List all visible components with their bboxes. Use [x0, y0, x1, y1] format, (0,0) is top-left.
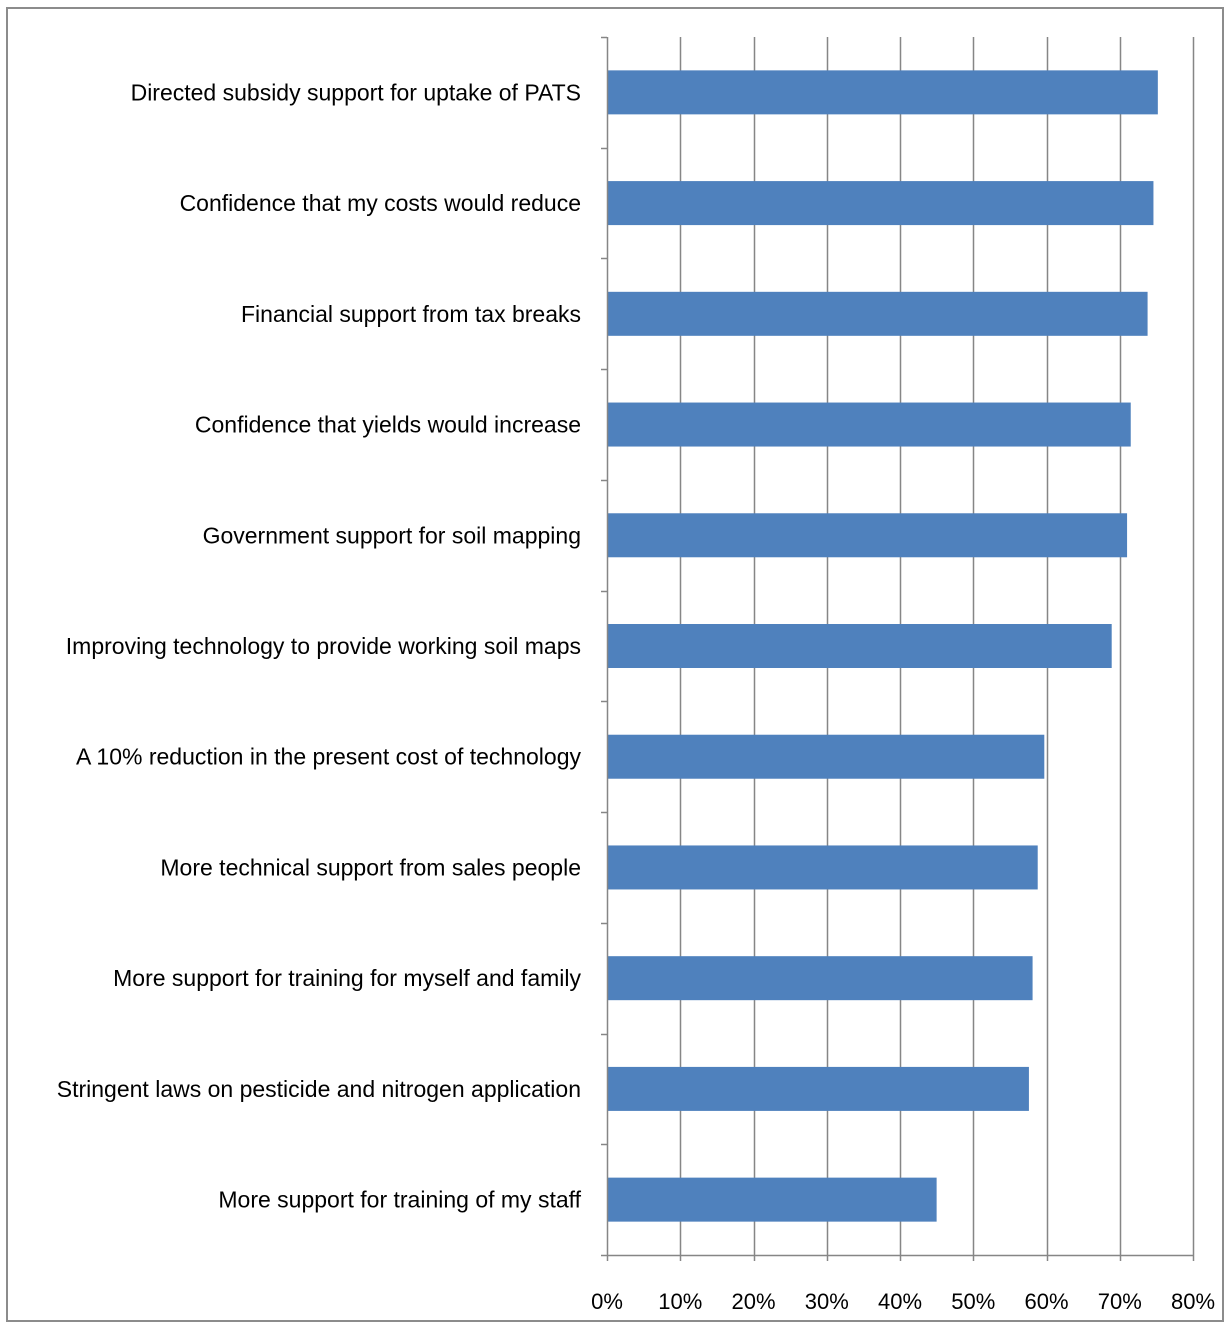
bar-11 [608, 1177, 937, 1222]
x-tick-label: 40% [878, 1289, 922, 1314]
category-label: Directed subsidy support for uptake of P… [131, 79, 581, 105]
bar-8 [608, 845, 1038, 890]
category-labels: Directed subsidy support for uptake of P… [57, 79, 582, 1212]
bar-1 [608, 70, 1158, 115]
bar-10 [608, 1066, 1029, 1111]
category-label: Government support for soil mapping [203, 522, 581, 548]
bar-2 [608, 181, 1154, 226]
axes [601, 36, 1195, 1261]
category-label: Confidence that yields would increase [195, 412, 581, 438]
bars [608, 70, 1158, 1222]
category-label: More technical support from sales people [160, 854, 581, 880]
bar-7 [608, 734, 1045, 779]
bar-3 [608, 291, 1148, 336]
bar-4 [608, 402, 1131, 447]
x-tick-label: 20% [731, 1289, 775, 1314]
category-label: Improving technology to provide working … [66, 633, 581, 659]
x-tick-labels: 0% 10% 20% 30% 40% 50% 60% 70% 80% [591, 1289, 1215, 1314]
bar-6 [608, 624, 1112, 668]
category-label: More support for training for myself and… [113, 965, 581, 991]
x-tick-label: 80% [1171, 1289, 1215, 1314]
x-tick-label: 70% [1098, 1289, 1142, 1314]
x-tick-label: 50% [951, 1289, 995, 1314]
x-tick-label: 10% [658, 1289, 702, 1314]
x-tick-label: 30% [805, 1289, 849, 1314]
category-label: Confidence that my costs would reduce [180, 190, 581, 216]
category-label: More support for training of my staff [218, 1187, 581, 1213]
bar-5 [608, 513, 1128, 558]
category-label: Stringent laws on pesticide and nitrogen… [57, 1076, 581, 1102]
category-label: A 10% reduction in the present cost of t… [76, 744, 582, 770]
x-tick-label: 60% [1024, 1289, 1068, 1314]
x-tick-label: 0% [591, 1289, 623, 1314]
category-label: Financial support from tax breaks [241, 301, 581, 327]
bar-9 [608, 956, 1033, 1001]
